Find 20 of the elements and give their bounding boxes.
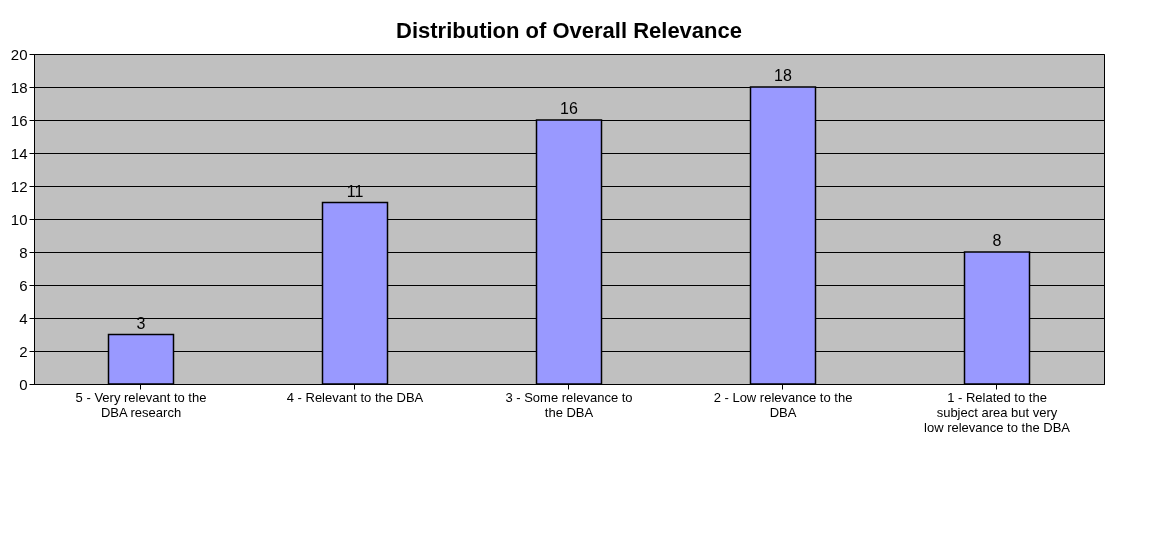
x-tick-label: 4 - Relevant to the DBA [286, 389, 424, 405]
y-tick-label: 4 [19, 309, 28, 327]
y-tick-label: 18 [10, 78, 28, 96]
x-tick-label: 1 - Related to the subject area but very low relevance to the DBA [924, 389, 1071, 435]
chart-title: Distribution of Overall Relevance [396, 18, 742, 43]
data-label: 8 [992, 232, 1002, 249]
y-tick-label: 12 [10, 177, 28, 195]
x-tick-label: 3 - Some relevance to the DBA [505, 389, 633, 420]
y-tick-label: 10 [10, 210, 28, 228]
y-tick-label: 6 [19, 276, 28, 294]
x-tick-label: 2 - Low relevance to the DBA [713, 389, 853, 420]
x-tick-label: 5 - Very relevant to the DBA research [75, 389, 207, 420]
y-tick-label: 8 [19, 243, 28, 261]
y-tick-label: 14 [10, 144, 28, 162]
data-label: 16 [560, 100, 578, 117]
y-tick-label: 20 [10, 45, 28, 63]
y-tick-label: 0 [19, 375, 28, 393]
y-tick-label: 16 [10, 111, 28, 129]
y-tick-label: 2 [19, 342, 28, 360]
data-label: 18 [774, 67, 792, 84]
